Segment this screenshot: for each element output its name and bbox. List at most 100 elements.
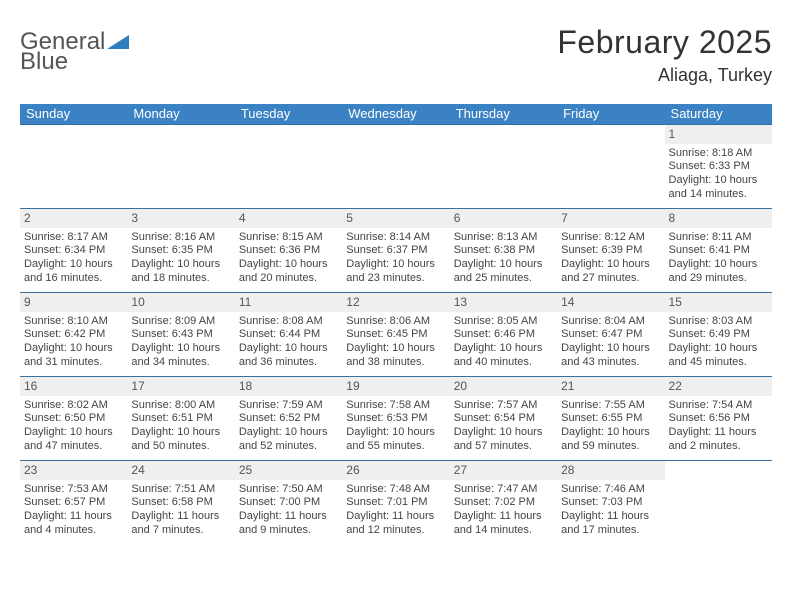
- day-details: Sunrise: 7:53 AMSunset: 6:57 PMDaylight:…: [20, 480, 127, 538]
- daylight-text: Daylight: 10 hours and 29 minutes.: [669, 258, 768, 286]
- brand-logo: General Blue: [20, 24, 129, 74]
- day-details: [20, 129, 127, 132]
- calendar-day-cell: 23Sunrise: 7:53 AMSunset: 6:57 PMDayligh…: [20, 460, 127, 544]
- day-number: 8: [665, 209, 772, 228]
- calendar-day-cell: [450, 124, 557, 208]
- sunset-text: Sunset: 7:01 PM: [346, 496, 445, 510]
- sunset-text: Sunset: 6:43 PM: [131, 328, 230, 342]
- sunrise-text: Sunrise: 7:54 AM: [669, 399, 768, 413]
- daylight-text: Daylight: 10 hours and 38 minutes.: [346, 342, 445, 370]
- sunset-text: Sunset: 6:38 PM: [454, 244, 553, 258]
- daylight-text: Daylight: 10 hours and 47 minutes.: [24, 426, 123, 454]
- sunset-text: Sunset: 6:51 PM: [131, 412, 230, 426]
- daylight-text: Daylight: 10 hours and 18 minutes.: [131, 258, 230, 286]
- day-details: Sunrise: 8:13 AMSunset: 6:38 PMDaylight:…: [450, 228, 557, 286]
- sunrise-text: Sunrise: 8:02 AM: [24, 399, 123, 413]
- day-number: 19: [342, 377, 449, 396]
- day-details: Sunrise: 8:17 AMSunset: 6:34 PMDaylight:…: [20, 228, 127, 286]
- daylight-text: Daylight: 11 hours and 12 minutes.: [346, 510, 445, 538]
- col-saturday: Saturday: [665, 104, 772, 124]
- day-number: 12: [342, 293, 449, 312]
- day-number: 10: [127, 293, 234, 312]
- day-details: Sunrise: 8:03 AMSunset: 6:49 PMDaylight:…: [665, 312, 772, 370]
- sunset-text: Sunset: 6:49 PM: [669, 328, 768, 342]
- day-details: Sunrise: 8:14 AMSunset: 6:37 PMDaylight:…: [342, 228, 449, 286]
- sunrise-text: Sunrise: 7:50 AM: [239, 483, 338, 497]
- day-number: 3: [127, 209, 234, 228]
- calendar-day-cell: 21Sunrise: 7:55 AMSunset: 6:55 PMDayligh…: [557, 376, 664, 460]
- day-number: 4: [235, 209, 342, 228]
- sunrise-text: Sunrise: 8:12 AM: [561, 231, 660, 245]
- calendar-day-cell: 24Sunrise: 7:51 AMSunset: 6:58 PMDayligh…: [127, 460, 234, 544]
- calendar-day-cell: 20Sunrise: 7:57 AMSunset: 6:54 PMDayligh…: [450, 376, 557, 460]
- sunset-text: Sunset: 6:41 PM: [669, 244, 768, 258]
- sunrise-text: Sunrise: 8:09 AM: [131, 315, 230, 329]
- day-number: 16: [20, 377, 127, 396]
- page-header: General Blue February 2025 Aliaga, Turke…: [20, 24, 772, 86]
- calendar-day-cell: 8Sunrise: 8:11 AMSunset: 6:41 PMDaylight…: [665, 208, 772, 292]
- sunrise-text: Sunrise: 8:15 AM: [239, 231, 338, 245]
- calendar-day-cell: [557, 124, 664, 208]
- calendar-day-cell: [665, 460, 772, 544]
- sunset-text: Sunset: 6:53 PM: [346, 412, 445, 426]
- calendar-day-cell: 15Sunrise: 8:03 AMSunset: 6:49 PMDayligh…: [665, 292, 772, 376]
- daylight-text: Daylight: 10 hours and 45 minutes.: [669, 342, 768, 370]
- sunrise-text: Sunrise: 8:04 AM: [561, 315, 660, 329]
- calendar-day-cell: 19 Sunrise: 7:58 AMSunset: 6:53 PMDayligh…: [342, 376, 449, 460]
- day-number: 9: [20, 293, 127, 312]
- col-sunday: Sunday: [20, 104, 127, 124]
- location-label: Aliaga, Turkey: [557, 65, 772, 86]
- calendar-table: Sunday Monday Tuesday Wednesday Thursday…: [20, 104, 772, 544]
- day-details: Sunrise: 8:15 AMSunset: 6:36 PMDaylight:…: [235, 228, 342, 286]
- sunrise-text: Sunrise: 7:55 AM: [561, 399, 660, 413]
- sunset-text: Sunset: 6:46 PM: [454, 328, 553, 342]
- day-details: Sunrise: 7:55 AMSunset: 6:55 PMDaylight:…: [557, 396, 664, 454]
- sunrise-text: Sunrise: 7:51 AM: [131, 483, 230, 497]
- daylight-text: Daylight: 10 hours and 43 minutes.: [561, 342, 660, 370]
- daylight-text: Daylight: 10 hours and 40 minutes.: [454, 342, 553, 370]
- calendar-day-cell: 18Sunrise: 7:59 AMSunset: 6:52 PMDayligh…: [235, 376, 342, 460]
- daylight-text: Daylight: 10 hours and 59 minutes.: [561, 426, 660, 454]
- sunrise-text: Sunrise: 7:46 AM: [561, 483, 660, 497]
- day-details: Sunrise: 7:50 AMSunset: 7:00 PMDaylight:…: [235, 480, 342, 538]
- sunset-text: Sunset: 6:58 PM: [131, 496, 230, 510]
- title-block: February 2025 Aliaga, Turkey: [557, 24, 772, 86]
- sunrise-text: Sunrise: 7:48 AM: [346, 483, 445, 497]
- calendar-day-cell: 17Sunrise: 8:00 AMSunset: 6:51 PMDayligh…: [127, 376, 234, 460]
- calendar-day-cell: 1Sunrise: 8:18 AMSunset: 6:33 PMDaylight…: [665, 124, 772, 208]
- calendar-week-row: 2Sunrise: 8:17 AMSunset: 6:34 PMDaylight…: [20, 208, 772, 292]
- daylight-text: Daylight: 10 hours and 36 minutes.: [239, 342, 338, 370]
- sunset-text: Sunset: 6:35 PM: [131, 244, 230, 258]
- sunrise-text: Sunrise: 8:03 AM: [669, 315, 768, 329]
- calendar-day-cell: 11Sunrise: 8:08 AMSunset: 6:44 PMDayligh…: [235, 292, 342, 376]
- sunrise-text: Sunrise: 8:10 AM: [24, 315, 123, 329]
- calendar-week-row: 9 Sunrise: 8:10 AMSunset: 6:42 PM Daylight…: [20, 292, 772, 376]
- day-number: 28: [557, 461, 664, 480]
- day-number: 1: [665, 125, 772, 144]
- calendar-day-cell: 3Sunrise: 8:16 AMSunset: 6:35 PMDaylight…: [127, 208, 234, 292]
- daylight-text: Daylight: 10 hours and 57 minutes.: [454, 426, 553, 454]
- day-number: 20: [450, 377, 557, 396]
- day-number: 7: [557, 209, 664, 228]
- calendar-day-cell: 2Sunrise: 8:17 AMSunset: 6:34 PMDaylight…: [20, 208, 127, 292]
- calendar-day-cell: 9Sunrise: 8:10 AMSunset: 6:42 PMDaylight…: [20, 292, 127, 376]
- sunrise-text: Sunrise: 8:17 AM: [24, 231, 123, 245]
- sunrise-text: Sunrise: 8:05 AM: [454, 315, 553, 329]
- day-details: [450, 129, 557, 132]
- day-details: [127, 129, 234, 132]
- sunrise-text: Sunrise: 8:06 AM: [346, 315, 445, 329]
- day-details: Sunrise: 8:04 AMSunset: 6:47 PMDaylight:…: [557, 312, 664, 370]
- calendar-day-cell: 22Sunrise: 7:54 AMSunset: 6:56 PMDayligh…: [665, 376, 772, 460]
- day-details: Sunrise: 8:00 AMSunset: 6:51 PMDaylight:…: [127, 396, 234, 454]
- day-number: 14: [557, 293, 664, 312]
- calendar-day-cell: 7Sunrise: 8:12 AMSunset: 6:39 PMDaylight…: [557, 208, 664, 292]
- brand-text: General Blue: [20, 28, 129, 74]
- calendar-day-cell: [342, 124, 449, 208]
- calendar-day-cell: 14Sunrise: 8:04 AMSunset: 6:47 PMDayligh…: [557, 292, 664, 376]
- daylight-text: Daylight: 11 hours and 7 minutes.: [131, 510, 230, 538]
- sunset-text: Sunset: 6:42 PM: [24, 328, 123, 342]
- daylight-text: Daylight: 10 hours and 55 minutes.: [346, 426, 445, 454]
- day-details: Sunrise: 8:02 AMSunset: 6:50 PMDaylight:…: [20, 396, 127, 454]
- day-number: 11: [235, 293, 342, 312]
- sunrise-text: Sunrise: 7:58 AM: [346, 399, 445, 413]
